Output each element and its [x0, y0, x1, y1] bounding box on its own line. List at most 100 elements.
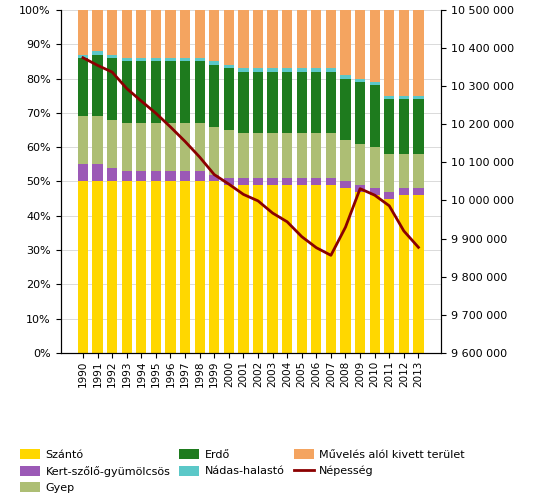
- Bar: [341, 140, 350, 181]
- Bar: [399, 10, 409, 96]
- Bar: [282, 185, 292, 353]
- Bar: [180, 61, 190, 123]
- Bar: [384, 99, 395, 154]
- Bar: [239, 72, 249, 134]
- Bar: [355, 192, 365, 353]
- Bar: [136, 58, 147, 61]
- Bar: [151, 10, 161, 58]
- Bar: [209, 65, 219, 127]
- Bar: [136, 61, 147, 123]
- Bar: [151, 171, 161, 181]
- Bar: [78, 58, 88, 116]
- Bar: [151, 123, 161, 171]
- Bar: [282, 10, 292, 69]
- Bar: [253, 72, 263, 134]
- Bar: [399, 188, 409, 195]
- Bar: [267, 178, 278, 185]
- Bar: [267, 134, 278, 178]
- Bar: [370, 10, 380, 82]
- Bar: [78, 181, 88, 353]
- Bar: [296, 134, 307, 178]
- Bar: [180, 181, 190, 353]
- Bar: [209, 61, 219, 65]
- Bar: [413, 154, 424, 188]
- Bar: [78, 10, 88, 54]
- Bar: [384, 199, 395, 353]
- Bar: [239, 10, 249, 69]
- Bar: [296, 185, 307, 353]
- Bar: [107, 181, 117, 353]
- Bar: [224, 130, 234, 178]
- Bar: [355, 10, 365, 79]
- Bar: [136, 10, 147, 58]
- Bar: [399, 99, 409, 154]
- Bar: [151, 61, 161, 123]
- Bar: [107, 54, 117, 58]
- Bar: [326, 185, 336, 353]
- Bar: [384, 154, 395, 192]
- Bar: [341, 188, 350, 353]
- Bar: [122, 61, 132, 123]
- Bar: [341, 79, 350, 140]
- Bar: [209, 181, 219, 353]
- Bar: [195, 58, 205, 61]
- Bar: [355, 79, 365, 82]
- Bar: [239, 69, 249, 72]
- Bar: [93, 116, 102, 164]
- Bar: [296, 178, 307, 185]
- Bar: [151, 181, 161, 353]
- Bar: [224, 10, 234, 65]
- Bar: [165, 58, 176, 61]
- Bar: [282, 134, 292, 178]
- Bar: [93, 164, 102, 181]
- Bar: [326, 72, 336, 134]
- Bar: [93, 54, 102, 116]
- Bar: [224, 185, 234, 353]
- Bar: [413, 99, 424, 154]
- Bar: [326, 178, 336, 185]
- Bar: [282, 178, 292, 185]
- Bar: [195, 61, 205, 123]
- Bar: [341, 181, 350, 188]
- Bar: [282, 69, 292, 72]
- Bar: [165, 181, 176, 353]
- Bar: [165, 171, 176, 181]
- Bar: [253, 69, 263, 72]
- Bar: [78, 164, 88, 181]
- Bar: [267, 69, 278, 72]
- Bar: [180, 58, 190, 61]
- Bar: [253, 185, 263, 353]
- Bar: [180, 10, 190, 58]
- Bar: [107, 120, 117, 168]
- Bar: [399, 96, 409, 99]
- Bar: [209, 10, 219, 61]
- Bar: [209, 127, 219, 174]
- Bar: [370, 147, 380, 188]
- Bar: [355, 82, 365, 144]
- Bar: [224, 178, 234, 185]
- Bar: [93, 181, 102, 353]
- Bar: [413, 195, 424, 353]
- Bar: [384, 96, 395, 99]
- Bar: [267, 10, 278, 69]
- Bar: [399, 195, 409, 353]
- Bar: [326, 134, 336, 178]
- Bar: [296, 72, 307, 134]
- Bar: [311, 178, 321, 185]
- Bar: [311, 185, 321, 353]
- Bar: [370, 195, 380, 353]
- Bar: [239, 185, 249, 353]
- Bar: [122, 123, 132, 171]
- Bar: [165, 61, 176, 123]
- Bar: [370, 82, 380, 86]
- Bar: [267, 185, 278, 353]
- Bar: [253, 178, 263, 185]
- Bar: [93, 10, 102, 51]
- Bar: [311, 72, 321, 134]
- Bar: [239, 134, 249, 178]
- Bar: [136, 181, 147, 353]
- Bar: [165, 123, 176, 171]
- Bar: [253, 134, 263, 178]
- Bar: [311, 69, 321, 72]
- Bar: [370, 188, 380, 195]
